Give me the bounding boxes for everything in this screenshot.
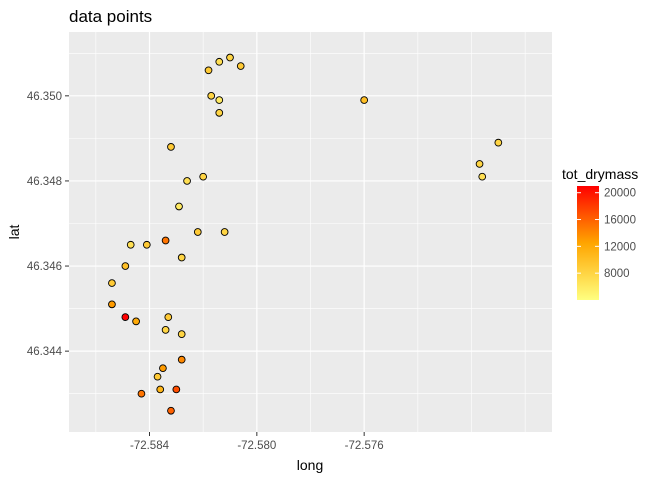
data-point	[142, 240, 151, 249]
data-point	[164, 313, 173, 321]
colorbar	[577, 186, 599, 300]
x-axis-title: long	[297, 457, 323, 473]
data-point	[204, 66, 213, 75]
data-point	[121, 262, 130, 270]
data-point	[360, 96, 369, 104]
data-point	[108, 300, 116, 309]
y-tick-label: 46.350	[27, 91, 62, 103]
data-point	[220, 228, 229, 236]
data-point	[207, 91, 216, 100]
data-point	[126, 240, 135, 249]
data-point	[175, 202, 183, 211]
data-point	[199, 172, 208, 181]
data-point	[156, 385, 165, 394]
data-points	[108, 53, 503, 415]
data-point	[167, 406, 175, 415]
x-tick-label: -72.584	[130, 440, 170, 452]
y-axis: 46.344 46.346 46.348 46.350	[27, 91, 69, 358]
colorbar-label: 8000	[604, 268, 630, 280]
data-point	[494, 138, 503, 147]
data-point	[108, 279, 116, 287]
colorbar-label: 16000	[604, 215, 636, 227]
legend: tot_drymass 8000 12000 16000 20000	[562, 166, 638, 300]
data-point	[177, 355, 186, 364]
data-point	[161, 236, 170, 245]
data-point	[478, 172, 487, 181]
data-point	[161, 326, 170, 334]
data-point	[475, 160, 484, 168]
data-point	[137, 389, 146, 398]
data-point	[132, 317, 140, 326]
chart-title: data points	[69, 7, 152, 26]
data-point	[177, 330, 186, 338]
x-axis: -72.584 -72.580 -72.576	[130, 432, 384, 452]
y-tick-label: 46.346	[27, 261, 62, 273]
legend-ticks: 8000 12000 16000 20000	[577, 188, 636, 280]
data-point	[236, 62, 245, 70]
data-point	[215, 57, 224, 66]
data-point	[121, 313, 130, 321]
x-tick-label: -72.580	[237, 440, 276, 452]
legend-title: tot_drymass	[562, 166, 638, 182]
data-point	[183, 177, 191, 185]
data-point	[159, 364, 167, 373]
y-tick-label: 46.344	[27, 346, 63, 358]
colorbar-label: 20000	[604, 188, 636, 200]
x-tick-label: -72.576	[345, 440, 384, 452]
data-point	[193, 228, 202, 236]
y-axis-title: lat	[6, 225, 22, 240]
y-tick-label: 46.348	[27, 176, 62, 188]
data-point	[177, 253, 186, 262]
data-point	[167, 143, 175, 151]
data-point	[226, 53, 234, 62]
data-point	[215, 96, 224, 104]
colorbar-label: 12000	[604, 241, 636, 253]
data-point	[153, 372, 162, 381]
data-point	[172, 385, 181, 394]
data-point	[215, 109, 224, 117]
